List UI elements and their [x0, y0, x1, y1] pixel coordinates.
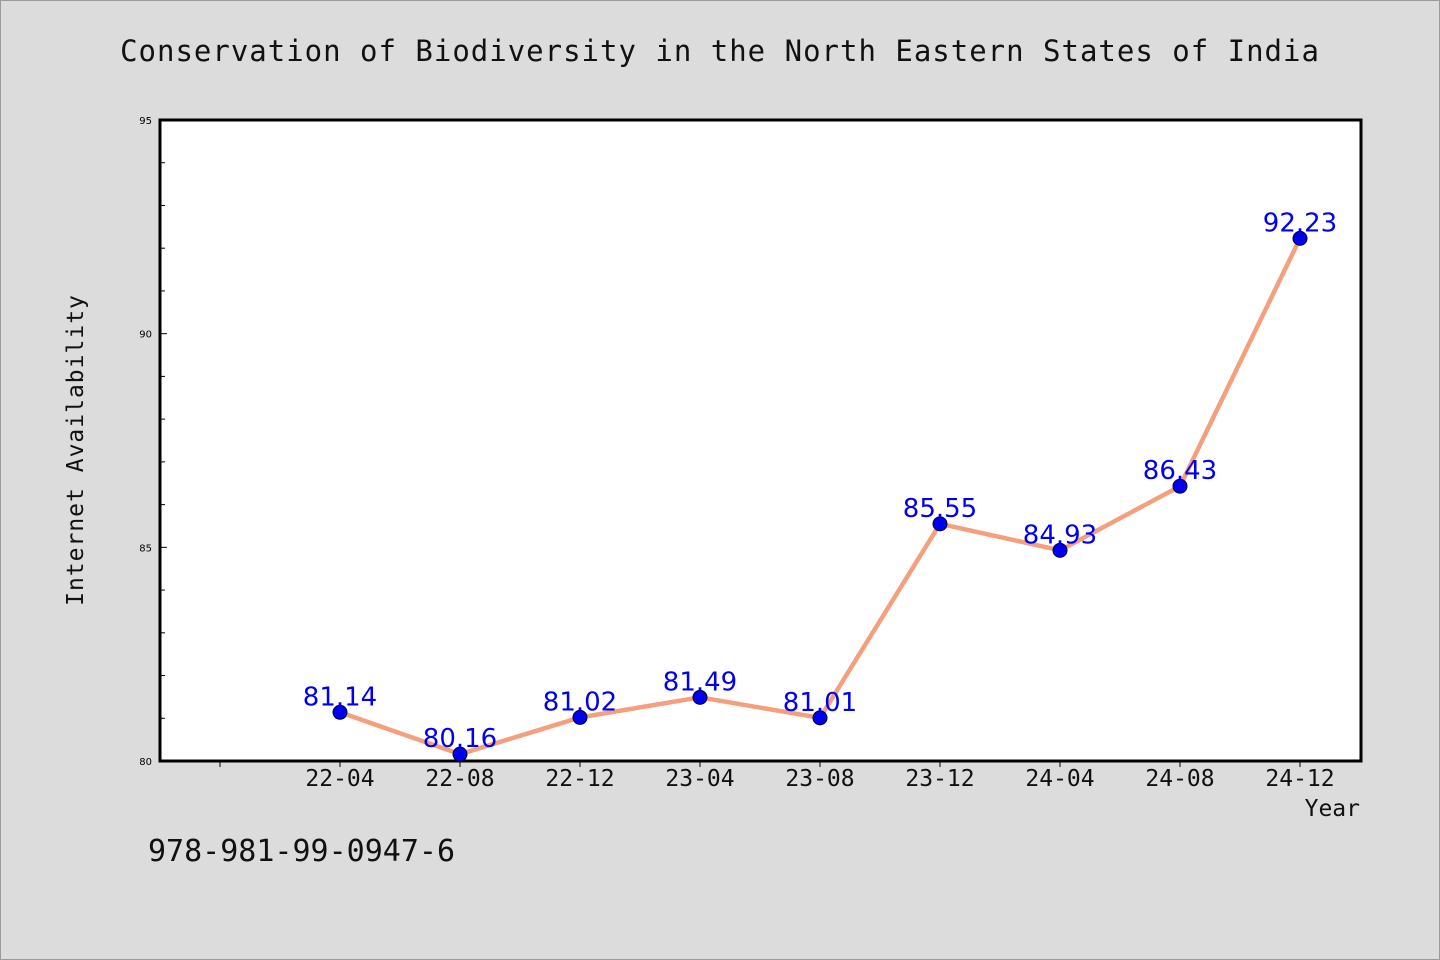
x-tick-label: 24-12: [1265, 766, 1334, 792]
y-tick-label: 95: [139, 116, 152, 127]
x-tick-label: 24-04: [1025, 766, 1094, 792]
x-tick-label: 23-12: [905, 766, 974, 792]
x-tick-label: 22-12: [545, 766, 614, 792]
x-tick-label: 22-08: [425, 766, 494, 792]
data-point: [452, 746, 468, 762]
plot-area: [158, 118, 1363, 763]
data-label: 86.43: [1143, 456, 1217, 486]
x-tick-label: 24-08: [1145, 766, 1214, 792]
isbn-footnote: 978-981-99-0947-6: [148, 834, 456, 869]
data-label: 85.55: [903, 494, 977, 524]
x-axis-label: Year: [1304, 796, 1360, 822]
data-point: [1292, 230, 1308, 246]
data-label: 92.23: [1263, 208, 1337, 238]
x-axis-ticks: 22-04 22-08 22-12 23-04 23-08 23-12 24-04 24-08…: [219, 761, 1335, 792]
data-label: 81.49: [663, 667, 737, 697]
y-tick-label: 90: [139, 330, 152, 341]
chart-title: Conservation of Biodiversity in the Nort…: [120, 34, 1320, 68]
data-point: [1052, 542, 1068, 558]
data-point: [1172, 478, 1188, 494]
data-point: [932, 516, 948, 532]
data-label: 84.93: [1023, 520, 1097, 550]
x-tick-label: 22-04: [305, 766, 374, 792]
x-tick-label: 23-08: [785, 766, 854, 792]
y-tick-label: 85: [139, 543, 152, 554]
data-labels: 81.14 80.16 81.02 81.49 81.01 85.55 84.93 86.43…: [303, 208, 1337, 754]
data-point: [692, 689, 708, 705]
data-point: [812, 710, 828, 726]
data-point: [332, 704, 348, 720]
data-label: 81.01: [783, 688, 857, 718]
x-tick-label: 23-04: [665, 766, 734, 792]
y-tick-label: 80: [139, 757, 152, 768]
y-axis-ticks: 80 85 90 95: [139, 116, 167, 768]
data-label: 80.16: [423, 724, 497, 754]
data-point: [572, 709, 588, 725]
data-label: 81.14: [303, 682, 377, 712]
data-label: 81.02: [543, 687, 617, 717]
data-points: [332, 230, 1308, 762]
